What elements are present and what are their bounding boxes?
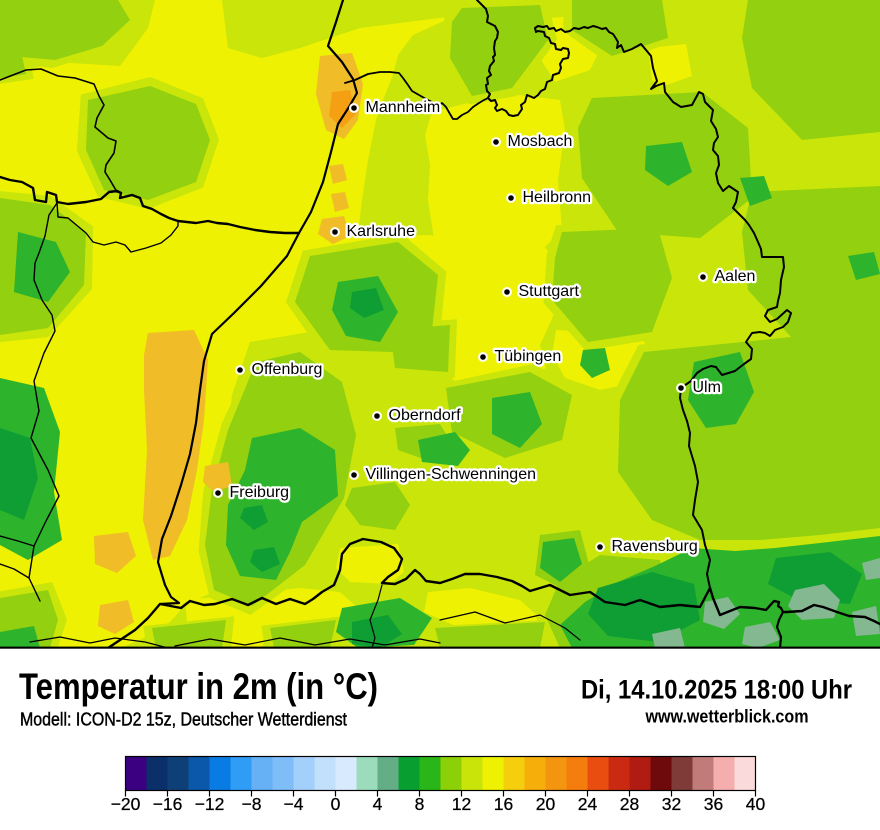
svg-text:−4: −4	[284, 794, 304, 814]
svg-text:Ravensburg: Ravensburg	[612, 538, 698, 555]
svg-text:www.wetterblick.com: www.wetterblick.com	[645, 707, 809, 727]
svg-text:−20: −20	[111, 794, 141, 814]
svg-text:28: 28	[620, 794, 639, 814]
svg-text:Tübingen: Tübingen	[495, 348, 562, 365]
svg-text:Mannheim: Mannheim	[366, 99, 441, 116]
svg-text:Temperatur in 2m (in °C): Temperatur in 2m (in °C)	[19, 665, 378, 707]
svg-text:12: 12	[452, 794, 471, 814]
svg-text:40: 40	[746, 794, 766, 814]
svg-text:Heilbronn: Heilbronn	[523, 189, 591, 206]
svg-text:36: 36	[704, 794, 723, 814]
svg-text:4: 4	[373, 794, 383, 814]
svg-text:Freiburg: Freiburg	[230, 484, 290, 501]
svg-text:−16: −16	[153, 794, 183, 814]
svg-text:Modell: ICON-D2 15z, Deutscher: Modell: ICON-D2 15z, Deutscher Wetterdie…	[20, 710, 347, 730]
svg-text:Oberndorf: Oberndorf	[389, 407, 462, 424]
svg-text:Mosbach: Mosbach	[508, 133, 573, 150]
svg-text:Karlsruhe: Karlsruhe	[347, 223, 416, 240]
svg-text:8: 8	[415, 794, 425, 814]
svg-text:16: 16	[494, 794, 513, 814]
svg-text:Aalen: Aalen	[715, 268, 756, 285]
svg-text:−12: −12	[195, 794, 225, 814]
svg-text:32: 32	[662, 794, 681, 814]
svg-text:−8: −8	[242, 794, 262, 814]
svg-text:Ulm: Ulm	[693, 379, 721, 396]
svg-text:Offenburg: Offenburg	[252, 361, 323, 378]
svg-text:20: 20	[536, 794, 556, 814]
svg-text:Stuttgart: Stuttgart	[519, 283, 580, 300]
svg-text:24: 24	[578, 794, 598, 814]
svg-text:0: 0	[331, 794, 341, 814]
svg-text:Di, 14.10.2025 18:00 Uhr: Di, 14.10.2025 18:00 Uhr	[581, 675, 852, 705]
svg-text:Villingen-Schwenningen: Villingen-Schwenningen	[366, 466, 537, 483]
